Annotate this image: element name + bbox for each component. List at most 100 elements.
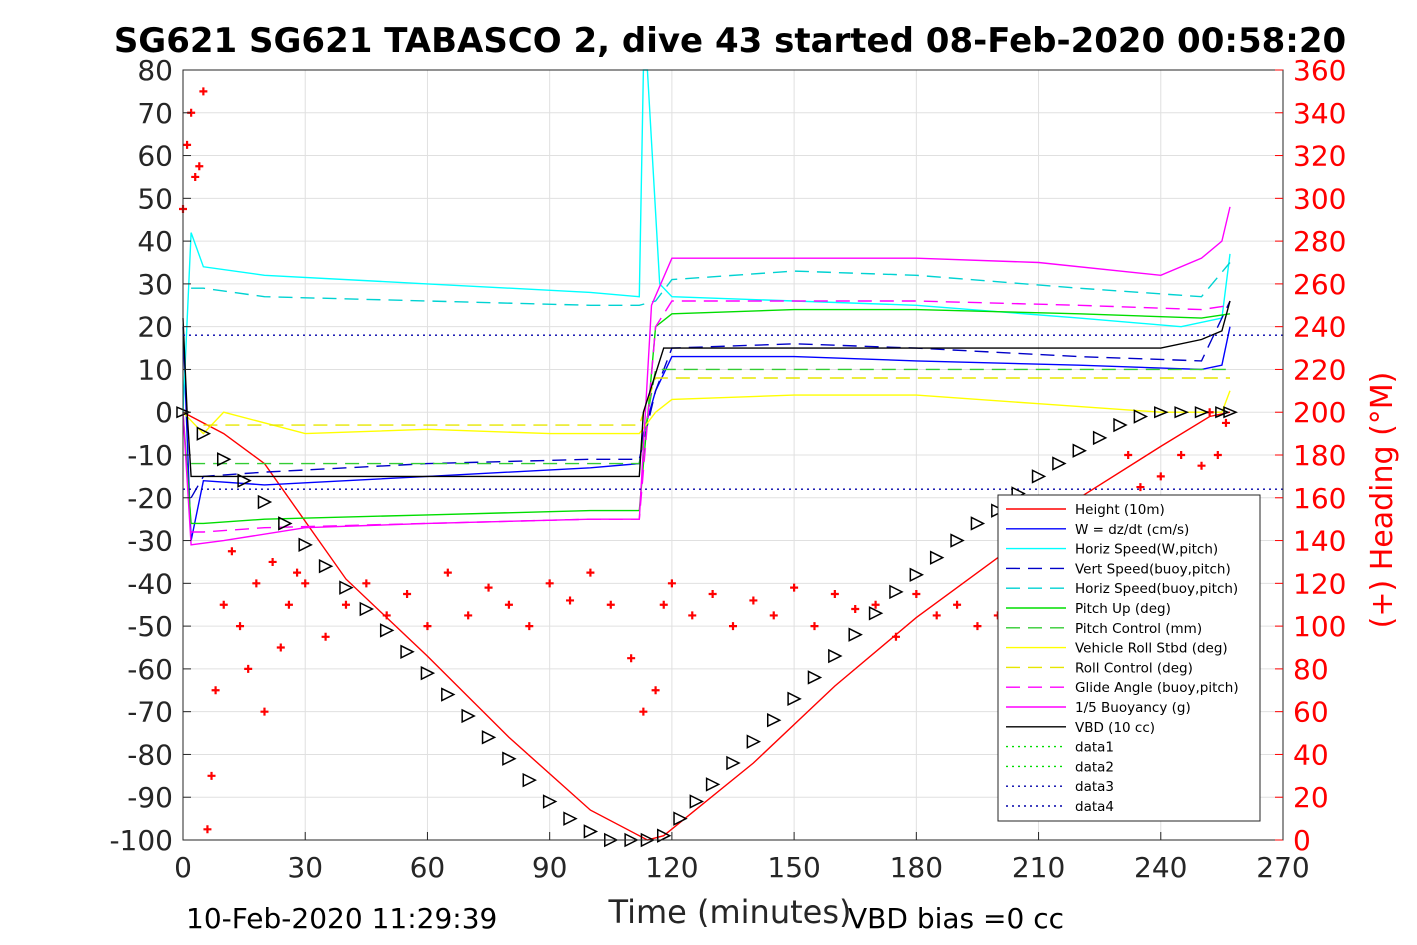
x-tick-label-1: 30 — [287, 851, 323, 884]
legend-label-14: data3 — [1075, 779, 1114, 795]
depth-marker — [889, 584, 904, 600]
left-tick-label-11: -30 — [127, 525, 173, 558]
depth-marker — [1133, 409, 1149, 424]
depth-marker — [1113, 417, 1128, 433]
depth-marker — [563, 811, 578, 826]
right-tick-label-7: 220 — [1293, 353, 1346, 386]
heading-point — [504, 600, 513, 609]
depth-marker — [502, 751, 517, 766]
legend-label-8: Roll Control (deg) — [1075, 660, 1193, 676]
depth-marker — [673, 811, 688, 826]
x-tick-label-9: 270 — [1256, 851, 1309, 884]
legend-label-11: VBD (10 cc) — [1075, 720, 1155, 736]
heading-point — [1197, 461, 1206, 470]
heading-point — [403, 590, 412, 599]
depth-marker — [379, 623, 395, 638]
series-line-11 — [182, 300, 1231, 478]
heading-point — [1136, 483, 1145, 492]
heading-point — [830, 590, 839, 599]
depth-marker — [237, 473, 252, 488]
series-line-8 — [203, 377, 1230, 426]
heading-point — [851, 605, 860, 613]
heading-point — [606, 600, 615, 609]
series-layer — [182, 69, 1283, 841]
heading-point — [790, 583, 799, 592]
depth-marker — [196, 426, 212, 441]
legend-label-15: data4 — [1075, 799, 1114, 815]
left-tick-label-17: -90 — [127, 781, 173, 814]
depth-marker — [298, 537, 313, 553]
left-tick-label-16: -80 — [127, 738, 173, 771]
chart-title: SG621 SG621 TABASCO 2, dive 43 started 0… — [114, 21, 1346, 61]
heading-point — [341, 600, 350, 609]
left-tick-label-7: 10 — [137, 353, 173, 386]
depth-marker — [1052, 456, 1067, 471]
heading-point — [244, 664, 253, 673]
x-tick-label-8: 240 — [1134, 851, 1187, 884]
heading-point — [545, 579, 554, 588]
depth-marker — [1154, 406, 1169, 419]
depth-marker — [766, 713, 782, 728]
series-line-9 — [191, 300, 1231, 533]
heading-point — [362, 579, 371, 588]
depth-marker-layer — [176, 406, 1238, 848]
depth-marker — [746, 734, 762, 749]
x-tick-label-3: 90 — [532, 851, 568, 884]
depth-marker — [461, 708, 476, 724]
heading-point — [260, 707, 269, 716]
heading-point — [236, 622, 245, 631]
right-tick-label-4: 280 — [1293, 225, 1346, 258]
heading-point — [810, 622, 819, 631]
left-tick-label-8: 0 — [155, 396, 173, 429]
depth-marker — [726, 755, 741, 771]
right-tick-label-8: 200 — [1293, 396, 1346, 429]
depth-marker — [1174, 406, 1190, 419]
right-tick-label-10: 160 — [1293, 482, 1346, 515]
left-tick-label-18: -100 — [109, 824, 173, 857]
series-line-1 — [182, 326, 1231, 541]
depth-marker — [257, 494, 273, 510]
right-tick-label-15: 60 — [1293, 696, 1329, 729]
depth-marker — [318, 559, 334, 574]
heading-point — [566, 596, 575, 605]
x-tick-label-7: 210 — [1012, 851, 1065, 884]
x-tick-label-2: 60 — [410, 851, 446, 884]
heading-point — [953, 600, 962, 609]
legend-label-10: 1/5 Buoyancy (g) — [1075, 700, 1191, 716]
right-tick-label-9: 180 — [1293, 439, 1346, 472]
depth-marker — [481, 730, 497, 745]
heading-point — [1177, 451, 1186, 459]
depth-marker — [1215, 406, 1230, 419]
depth-marker — [848, 627, 863, 642]
heading-point — [688, 611, 697, 620]
depth-marker — [656, 828, 672, 843]
depth-marker — [339, 580, 354, 595]
heading-point — [651, 686, 660, 695]
heading-point — [1221, 418, 1230, 427]
depth-marker — [400, 644, 415, 659]
left-tick-label-5: 30 — [137, 268, 173, 301]
heading-point — [525, 622, 534, 631]
depth-marker — [1194, 406, 1210, 419]
left-tick-label-14: -60 — [127, 653, 173, 686]
left-tick-label-6: 20 — [137, 311, 173, 344]
heading-point — [227, 547, 236, 556]
right-tick-label-12: 120 — [1293, 567, 1346, 600]
depth-marker — [216, 452, 232, 467]
depth-marker — [1223, 406, 1238, 419]
right-tick-label-16: 40 — [1293, 738, 1329, 771]
heading-point — [973, 622, 982, 631]
right-tick-label-1: 340 — [1293, 97, 1346, 130]
legend-label-12: data1 — [1075, 740, 1114, 756]
heading-point — [871, 600, 880, 609]
legend-box — [997, 494, 1261, 822]
depth-marker — [705, 777, 721, 792]
depth-marker — [970, 516, 986, 531]
series-line-6 — [191, 368, 1230, 465]
heading-point — [284, 600, 293, 609]
heading-point — [252, 579, 261, 588]
left-tick-label-9: -10 — [127, 439, 173, 472]
heading-point — [729, 622, 737, 631]
heading-point — [769, 611, 778, 620]
heading-point — [219, 600, 228, 609]
